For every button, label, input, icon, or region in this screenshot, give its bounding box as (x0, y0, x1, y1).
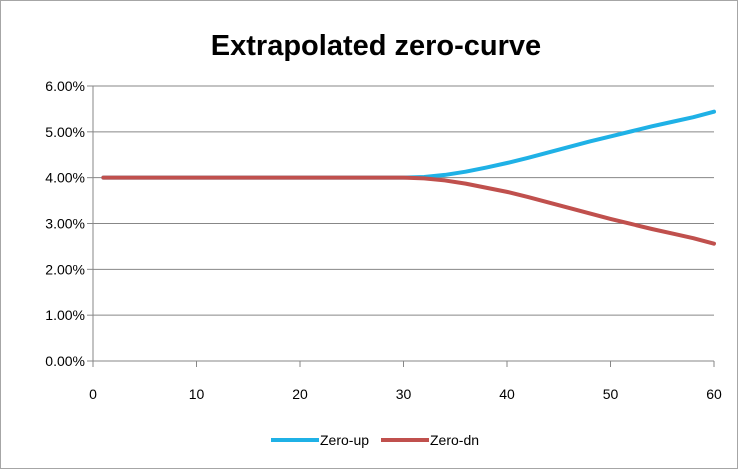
series-line-zero-dn (101, 175, 716, 246)
x-tick-label: 60 (706, 386, 722, 402)
legend-item: Zero-up (271, 432, 369, 448)
y-tick-label: 5.00% (45, 124, 85, 140)
axes (87, 85, 715, 367)
y-tick-label: 2.00% (45, 261, 85, 277)
legend: Zero-up Zero-dn (271, 432, 479, 448)
legend-label: Zero-dn (430, 432, 479, 448)
grid-lines (93, 85, 714, 316)
x-tick-label: 50 (603, 386, 619, 402)
x-tick-label: 30 (396, 386, 412, 402)
x-tick-label: 0 (89, 386, 97, 402)
x-tick-labels: 0 10 20 30 40 50 60 (89, 386, 722, 402)
y-tick-label: 1.00% (45, 307, 85, 323)
legend-label: Zero-up (320, 432, 369, 448)
x-tick-label: 10 (189, 386, 205, 402)
y-tick-label: 0.00% (45, 353, 85, 369)
series-lines (101, 109, 716, 246)
x-tick-label: 40 (499, 386, 515, 402)
chart-title: Extrapolated zero-curve (211, 30, 541, 62)
series-line-zero-up (101, 109, 716, 180)
y-tick-label: 6.00% (45, 78, 85, 94)
y-tick-label: 4.00% (45, 170, 85, 186)
y-tick-labels: 0.00% 1.00% 2.00% 3.00% 4.00% 5.00% 6.00% (45, 78, 85, 369)
x-tick-label: 20 (292, 386, 308, 402)
y-tick-label: 3.00% (45, 216, 85, 232)
legend-item: Zero-dn (381, 432, 479, 448)
